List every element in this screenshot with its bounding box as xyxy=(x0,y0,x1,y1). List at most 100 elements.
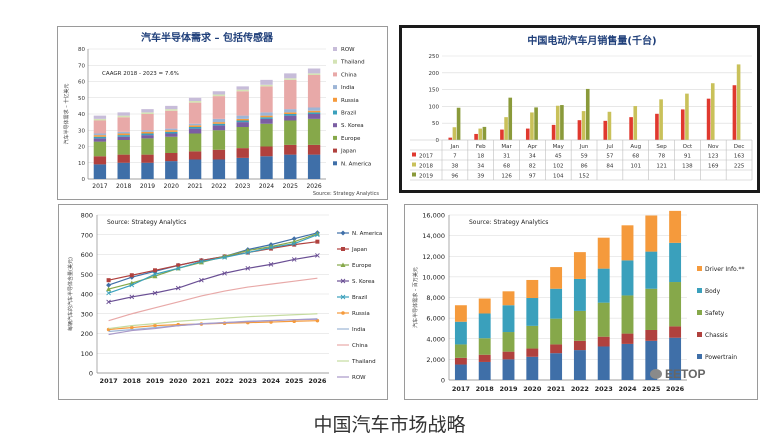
legend-swatch xyxy=(333,110,337,115)
legend-label: India xyxy=(352,327,366,333)
y-tick-label: 150 xyxy=(429,88,440,94)
bar-segment xyxy=(236,127,249,149)
bar-segment xyxy=(165,131,178,134)
bar xyxy=(504,117,508,140)
bar-segment xyxy=(117,135,130,137)
legend-label: Russia xyxy=(352,311,370,317)
bar xyxy=(633,106,638,140)
series-line xyxy=(108,234,318,294)
table-cell: 45 xyxy=(555,154,562,160)
bar-segment xyxy=(93,138,107,142)
table-cell: 225 xyxy=(734,164,745,170)
bar-segment xyxy=(307,68,321,74)
bar-segment xyxy=(117,133,130,136)
bar-segment xyxy=(188,102,202,124)
legend-swatch xyxy=(333,123,337,128)
bar-segment xyxy=(188,133,202,152)
legend-swatch xyxy=(333,148,337,153)
bar-segment xyxy=(188,101,202,103)
table-cell: 82 xyxy=(529,164,536,170)
x-tick-label: 2023 xyxy=(595,385,613,393)
legend-swatch xyxy=(412,172,416,177)
bar xyxy=(474,133,478,140)
x-tick-label: Apr xyxy=(528,144,538,150)
cagr-annotation: CAAGR 2018 - 2023 = 7.6% xyxy=(102,71,179,77)
bar-segment xyxy=(117,140,130,155)
bar-segment xyxy=(645,329,658,341)
legend-label: Europe xyxy=(341,136,361,142)
table-cell: 91 xyxy=(684,154,691,160)
legend-label: Brazil xyxy=(352,295,368,301)
table-cell: 39 xyxy=(477,174,484,180)
content-per-vehicle-svg: 0 100 200 300 400 500 600 700 800 每辆汽车的汽车半导体含量(美元… xyxy=(67,212,382,386)
legend-label: 2019 xyxy=(419,174,433,180)
x-tick-label: 2020 xyxy=(523,385,542,393)
x-tick-label: 2018 xyxy=(476,385,495,393)
bar xyxy=(680,109,685,140)
bar xyxy=(585,88,590,140)
bar-segment xyxy=(165,105,178,110)
data-point xyxy=(106,278,111,283)
bar-segment xyxy=(597,302,610,337)
y-axis-label: 每辆汽车的汽车半导体含量(美元) xyxy=(67,257,74,331)
bar-segment xyxy=(478,338,491,355)
table-cell: 169 xyxy=(708,164,719,170)
china-demand-by-application-svg: 0 2,000 4,000 6,000 8,000 10,000 12,000 14,000 1… xyxy=(412,210,745,393)
bar-segment xyxy=(307,75,321,108)
x-tick-label: 2020 xyxy=(169,377,188,385)
data-point xyxy=(245,266,251,271)
legend-swatch xyxy=(412,152,416,157)
bar-segment xyxy=(645,215,658,252)
bar-segment xyxy=(212,130,226,150)
legend-swatch xyxy=(333,97,337,102)
bar-segment xyxy=(645,251,658,289)
y-tick-label: 10,000 xyxy=(422,273,445,281)
bar-segment xyxy=(93,136,107,139)
bar-segment xyxy=(93,115,107,119)
legend-label: India xyxy=(341,85,355,91)
y-tick-label: 16,000 xyxy=(422,212,445,220)
china-demand-by-application-chart: 0 2,000 4,000 6,000 8,000 10,000 12,000 14,000 1… xyxy=(404,204,758,400)
y-tick-label: 0 xyxy=(441,377,445,385)
bar xyxy=(629,117,633,140)
data-point xyxy=(106,286,112,292)
legend-label: Powertrain xyxy=(705,354,737,361)
bar xyxy=(530,112,534,140)
x-tick-label: 2021 xyxy=(547,385,566,393)
x-tick-label: Sep xyxy=(656,144,667,150)
bar xyxy=(560,105,564,140)
x-tick-label: 2019 xyxy=(146,377,165,385)
bar xyxy=(659,99,663,140)
bar xyxy=(555,105,560,140)
x-tick-label: 2026 xyxy=(308,377,327,385)
data-point xyxy=(199,277,204,283)
bar-segment xyxy=(165,136,178,153)
bar-segment xyxy=(141,135,154,139)
bar-segment xyxy=(141,114,154,131)
data-point xyxy=(291,241,297,246)
data-point xyxy=(340,294,346,300)
bar-segment xyxy=(212,118,226,123)
legend-swatch xyxy=(697,332,702,337)
chart-title: 中国电动汽车月销售量(千台) xyxy=(527,34,656,47)
legend-label: ROW xyxy=(352,375,366,381)
y-tick-label: 200 xyxy=(429,71,440,77)
y-tick-label: 250 xyxy=(429,54,440,60)
bar-segment xyxy=(188,125,202,127)
x-tick-label: 2017 xyxy=(92,183,107,190)
legend-label: S. Korea xyxy=(352,279,375,285)
bar-segment xyxy=(236,91,249,116)
bar xyxy=(551,124,556,140)
bar-segment xyxy=(597,346,610,380)
data-point xyxy=(130,325,134,330)
y-tick-label: 600 xyxy=(81,251,93,259)
bar-segment xyxy=(93,120,107,134)
y-tick-label: 500 xyxy=(81,271,93,279)
bar-segment xyxy=(478,354,491,362)
table-cell: 123 xyxy=(708,154,719,160)
source-note: Source: Strategy Analytics xyxy=(107,219,186,226)
bar-segment xyxy=(117,162,130,179)
legend-label: Body xyxy=(705,288,721,295)
x-tick-label: 2025 xyxy=(642,385,661,393)
y-axis-label: 汽车半导体需求 – 百万美元 xyxy=(412,267,419,328)
